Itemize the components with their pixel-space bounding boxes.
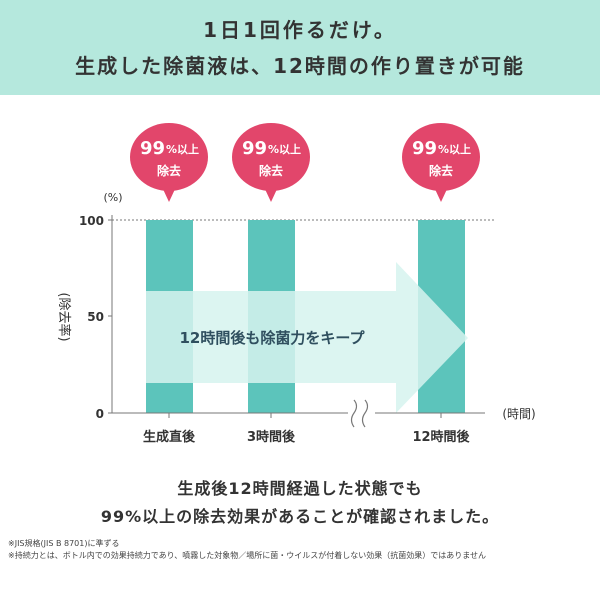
badge-1: 99 %以上 除去 [232, 123, 310, 202]
y-axis-label: (除去率) [56, 292, 72, 341]
category-label-2: 12時間後 [412, 429, 470, 445]
badge-1-pct: %以上 [268, 142, 301, 156]
y-tick-0: 0 [96, 407, 104, 421]
footnote-durability: ※持続力とは、ボトル内での効果持続力であり、噴霧した対象物／場所に菌・ウイルスが… [8, 551, 487, 560]
badge-0-pct: %以上 [166, 142, 199, 156]
y-tick-50: 50 [87, 310, 104, 324]
y-tick-100: 100 [79, 214, 104, 228]
badge-2-label: 除去 [429, 163, 453, 178]
headline-line2: 生成した除菌液は、12時間の作り置きが可能 [75, 54, 525, 78]
arrow-label: 12時間後も除菌力をキープ [180, 329, 366, 347]
footnote-jis: ※JIS規格(JIS B 8701)に準ずる [8, 539, 120, 548]
badge-2: 99 %以上 除去 [402, 123, 480, 202]
category-label-0: 生成直後 [143, 429, 196, 445]
badge-1-value: 99 [242, 138, 267, 159]
badge-2-pct: %以上 [438, 142, 471, 156]
axis-break-icon [350, 399, 369, 428]
badge-0: 99 %以上 除去 [130, 123, 208, 202]
badge-1-label: 除去 [259, 163, 283, 178]
keep-arrow [146, 262, 468, 413]
headline-line1: 1日1回作るだけ。 [203, 18, 397, 42]
x-axis-label: (時間) [502, 407, 535, 421]
removal-rate-chart: (%) (除去率) 100 50 0 12時間後も除菌力をキープ (時間) 生成… [56, 123, 536, 445]
conclusion-line1: 生成後12時間経過した状態でも [177, 479, 423, 498]
conclusion-line2: 99%以上の除去効果があることが確認されました。 [100, 507, 500, 526]
badge-2-value: 99 [412, 138, 437, 159]
category-label-1: 3時間後 [247, 429, 296, 445]
badge-0-value: 99 [140, 138, 165, 159]
y-unit-label: (%) [103, 191, 122, 204]
badge-0-label: 除去 [157, 163, 181, 178]
header-banner: 1日1回作るだけ。 生成した除菌液は、12時間の作り置きが可能 [0, 0, 600, 95]
